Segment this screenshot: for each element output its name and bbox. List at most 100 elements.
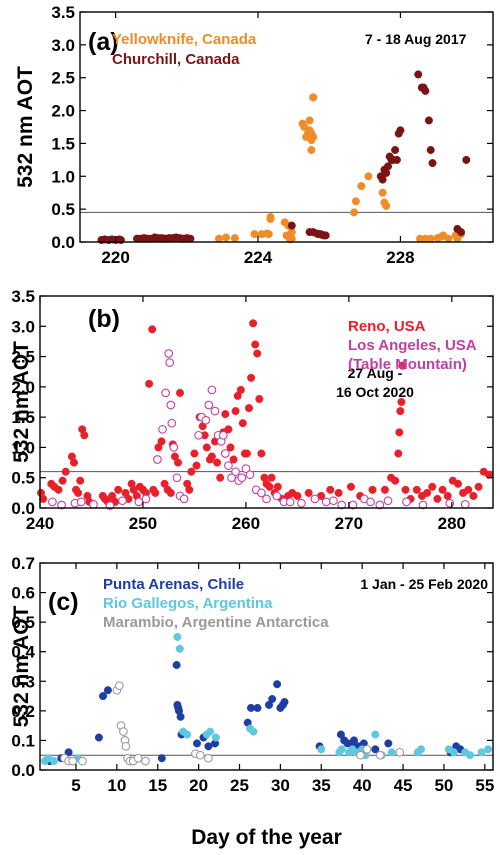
data-point [414,70,423,79]
data-point [307,145,316,154]
data-point [346,482,355,491]
data-point [98,692,107,701]
data-point [229,455,238,464]
data-point [257,449,266,458]
data-point [213,458,222,467]
data-point [54,485,63,494]
data-point [166,488,175,497]
data-point [224,461,233,470]
data-point [262,494,271,504]
data-point [309,132,318,141]
data-point [357,182,366,191]
data-point [175,644,184,653]
data-point [78,756,87,766]
y-tick-label: 3.5 [11,287,35,306]
data-point [375,750,385,760]
data-point [236,385,245,394]
data-point [310,494,320,504]
data-point [134,497,144,507]
data-point [218,430,228,440]
x-tick-label: 30 [271,776,290,795]
data-point [207,452,216,461]
data-point [395,747,405,757]
data-point [211,733,220,742]
data-point [297,498,306,508]
data-point [176,712,185,721]
data-point [69,458,78,467]
data-point [375,500,385,510]
x-tick-label: 250 [129,514,157,533]
panel-label: (a) [88,28,119,56]
series-2 [97,70,471,244]
panel-label: (c) [48,588,79,616]
y-tick-label: 0.5 [11,469,35,488]
date-range-label: 27 Aug - [348,365,403,381]
data-point [326,485,335,494]
data-point [141,756,150,766]
series-3 [60,681,405,766]
data-point [253,349,262,358]
data-point [238,419,247,428]
data-point [380,485,389,494]
y-axis-label: 532 nm AOT [10,605,33,727]
x-tick-label: 228 [386,248,414,267]
data-point [175,388,184,397]
y-tick-label: 0.0 [11,499,35,518]
data-point [362,744,372,754]
data-point [438,485,447,494]
series-1 [214,93,466,244]
x-tick-label: 220 [101,248,129,267]
y-tick-label: 3.0 [51,36,75,55]
data-point [114,485,123,494]
y-tick-label: 0.0 [11,761,35,780]
data-point [173,458,182,467]
data-point [216,473,225,482]
data-point [334,488,343,497]
data-point [309,93,318,102]
data-point [378,188,387,197]
data-point [158,424,167,434]
data-point [118,496,127,506]
data-point [133,753,143,763]
data-point [428,482,437,491]
data-point [428,159,437,168]
data-point [329,496,338,506]
data-point [460,500,470,509]
data-point [250,230,259,239]
chart-panel-2: 0.0 0.5 1.0 1.5 2.0 2.5 3.0 3.5 240 250 260 270 280 5… [10,287,494,533]
series-2 [48,349,470,510]
data-point [257,488,266,498]
data-point [76,476,85,485]
data-point [293,491,302,500]
data-point [49,757,58,766]
data-point [206,727,215,736]
data-point [247,373,256,382]
data-point [202,443,211,452]
data-point [148,325,157,334]
data-point [371,730,380,739]
x-tick-label: 15 [148,776,167,795]
data-point [433,494,442,503]
y-tick-label: 0.2 [11,702,35,721]
data-point [273,680,282,689]
data-point [321,231,330,240]
data-point [237,473,247,483]
y-axis-label: 532 nm AOT [14,66,37,188]
data-point [57,500,66,510]
legend-entry: Churchill, Canada [112,51,240,68]
x-tick-label: 10 [107,776,126,795]
series-2 [40,632,493,766]
x-tick-label: 260 [232,514,260,533]
data-point [161,388,170,398]
data-point [266,212,275,221]
data-point [382,168,391,177]
data-point [384,739,393,748]
data-point [187,467,196,476]
data-point [164,349,174,358]
data-point [241,464,251,473]
chart-panel-1: 0.0 0.5 1.0 1.5 2.0 2.5 3.0 3.5 220 224 228 532 nm … [14,3,494,267]
data-point [337,745,346,754]
data-point [337,500,347,510]
y-tick-label: 0.5 [51,200,75,219]
data-point [94,733,103,742]
